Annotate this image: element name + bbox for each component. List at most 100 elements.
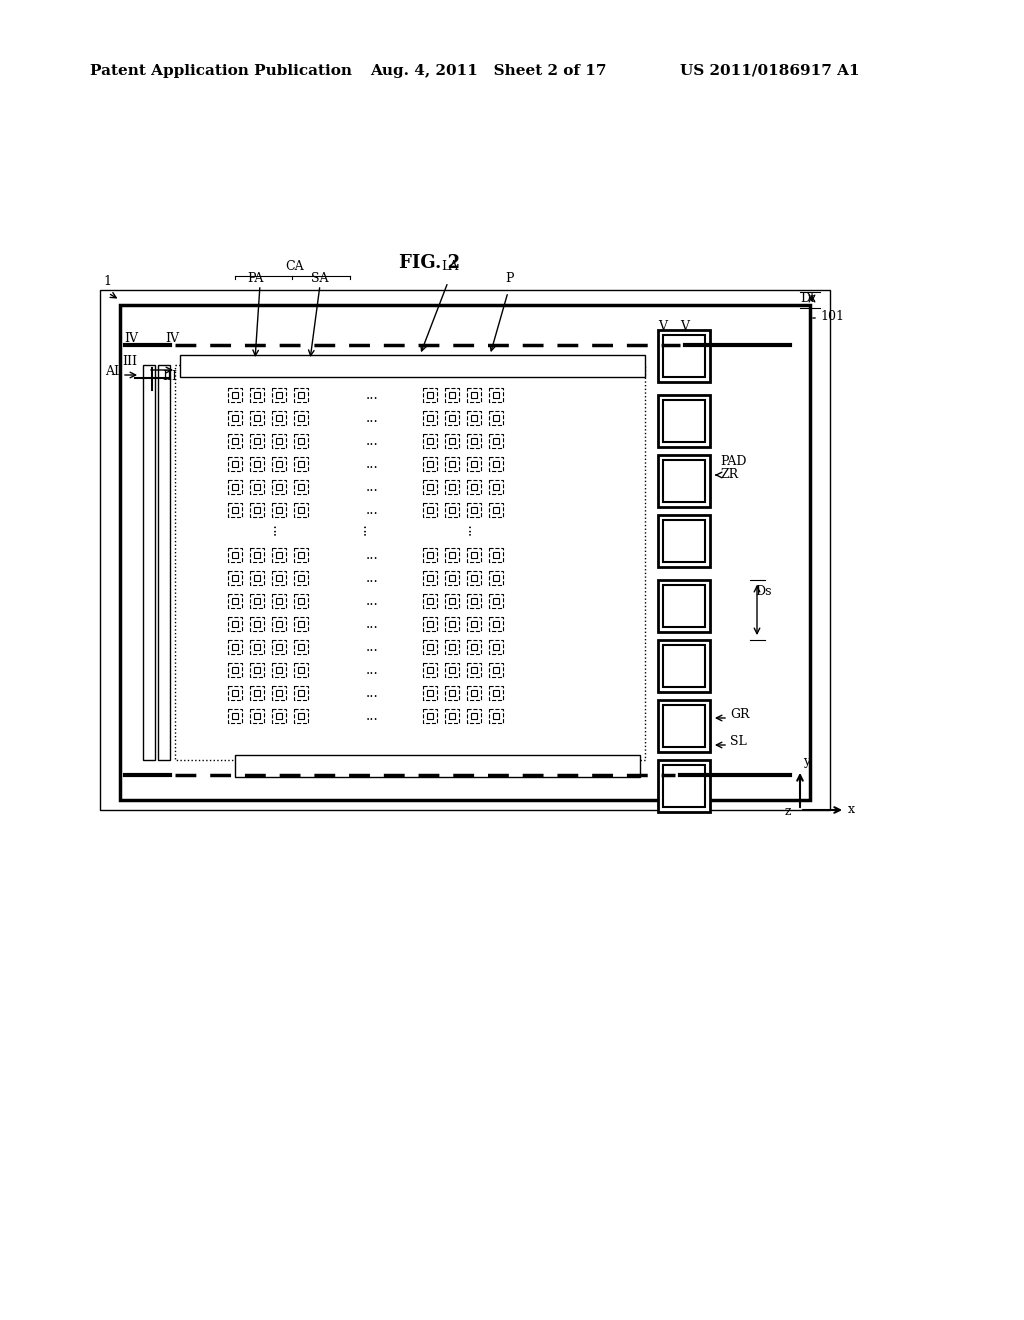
Bar [493,574,499,581]
Bar [254,713,260,719]
Bar [467,594,481,609]
Bar [471,667,477,673]
Bar [493,414,499,421]
Bar [658,700,710,752]
Bar [272,480,286,494]
Bar [250,572,264,585]
Bar [427,667,433,673]
Bar [250,503,264,517]
Bar [489,709,503,723]
Bar [467,616,481,631]
Text: III: III [122,355,137,368]
Bar [250,616,264,631]
Text: SL: SL [730,735,746,748]
Text: ...: ... [366,411,379,425]
Bar [471,644,477,651]
Bar [445,616,459,631]
Bar [658,515,710,568]
Bar [275,507,283,513]
Bar [427,598,433,605]
Bar [294,572,308,585]
Bar [445,572,459,585]
Bar [294,663,308,677]
Bar [423,663,437,677]
Text: z: z [785,805,792,818]
Text: Aug. 4, 2011   Sheet 2 of 17: Aug. 4, 2011 Sheet 2 of 17 [370,63,606,78]
Bar [228,503,242,517]
Bar [489,616,503,631]
Bar [489,480,503,494]
Bar [449,667,455,673]
Bar [423,434,437,447]
Bar [467,640,481,653]
Bar [294,503,308,517]
Bar [250,686,264,700]
Bar [427,574,433,581]
Bar [272,686,286,700]
Text: ...: ... [460,523,474,535]
Bar [231,667,239,673]
Bar [423,572,437,585]
Bar [298,667,304,673]
Bar [423,548,437,562]
Text: 101: 101 [820,310,844,323]
Bar [275,574,283,581]
Bar [658,395,710,447]
Text: V: V [658,319,667,333]
Bar [467,709,481,723]
Bar [228,709,242,723]
Bar [298,644,304,651]
Bar [250,709,264,723]
Bar [275,620,283,627]
Bar [493,667,499,673]
Bar [294,616,308,631]
Bar [489,457,503,471]
Bar [294,709,308,723]
Text: GR: GR [730,708,750,721]
Text: ...: ... [366,457,379,471]
Bar [231,598,239,605]
Bar [275,484,283,490]
Bar [298,620,304,627]
Bar [254,620,260,627]
Bar [467,457,481,471]
Text: Dt: Dt [800,292,815,305]
Text: AL: AL [105,366,122,378]
Bar [663,520,705,562]
Bar [231,484,239,490]
Bar [493,644,499,651]
Bar [427,552,433,558]
Bar [427,414,433,421]
Bar [298,574,304,581]
Bar [298,552,304,558]
Bar [489,548,503,562]
Text: ...: ... [366,686,379,700]
Bar [445,686,459,700]
Bar [467,434,481,447]
Text: ...: ... [366,663,379,677]
Bar [254,392,260,399]
Bar [272,616,286,631]
Bar [298,598,304,605]
Bar [449,713,455,719]
Bar [493,507,499,513]
Text: ZR: ZR [720,469,738,480]
Bar [449,507,455,513]
Bar [234,755,640,777]
Bar [423,480,437,494]
Bar [275,438,283,444]
Bar [275,461,283,467]
Bar [493,461,499,467]
Bar [254,484,260,490]
Bar [294,548,308,562]
Bar [493,438,499,444]
Bar [231,574,239,581]
Bar [427,461,433,467]
Bar [254,574,260,581]
Bar [423,411,437,425]
Bar [298,392,304,399]
Bar [294,457,308,471]
Bar [250,388,264,403]
Bar [489,686,503,700]
Text: PA: PA [247,272,263,285]
